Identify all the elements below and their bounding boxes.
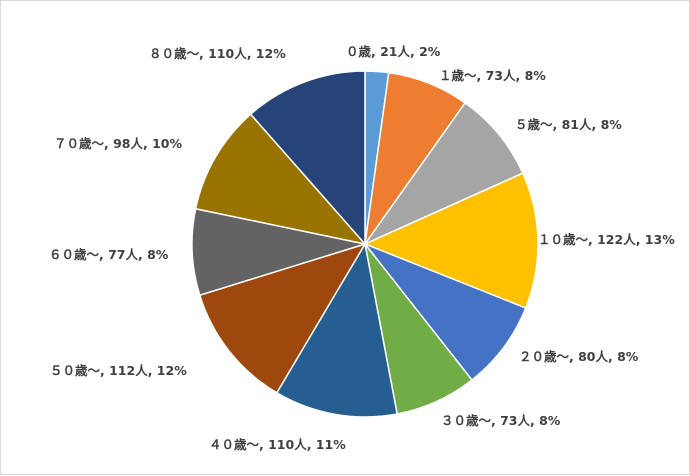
- data-label: ５歳～, 81人, 8%: [515, 117, 622, 132]
- data-label: ２０歳～, 80人, 8%: [519, 349, 639, 364]
- pie-slice: [198, 242, 367, 394]
- pie-slice: [362, 242, 527, 382]
- pie-slice: [249, 70, 366, 246]
- data-label: ４０歳～, 110人, 11%: [209, 437, 346, 452]
- data-label: ３０歳～, 73人, 8%: [441, 413, 561, 428]
- pie-slices: [191, 70, 539, 418]
- data-label: ０歳, 21人, 2%: [346, 44, 441, 59]
- pie-slice: [275, 241, 399, 418]
- data-label: ８０歳～, 110人, 12%: [149, 46, 286, 61]
- pie-slice: [363, 172, 539, 310]
- data-label: ６０歳～, 77人, 8%: [49, 247, 169, 262]
- data-label: ５０歳～, 112人, 12%: [50, 363, 187, 378]
- data-label: ７０歳～, 98人, 10%: [54, 136, 182, 151]
- data-labels: ０歳, 21人, 2% １歳～, 73人, 8% ５歳～, 81人, 8% １０歳～,…: [49, 44, 675, 452]
- pie-slice: [194, 113, 368, 246]
- data-label: １歳～, 73人, 8%: [439, 68, 546, 83]
- pie-slice: [362, 101, 524, 246]
- data-label: １０歳～, 122人, 13%: [538, 232, 675, 247]
